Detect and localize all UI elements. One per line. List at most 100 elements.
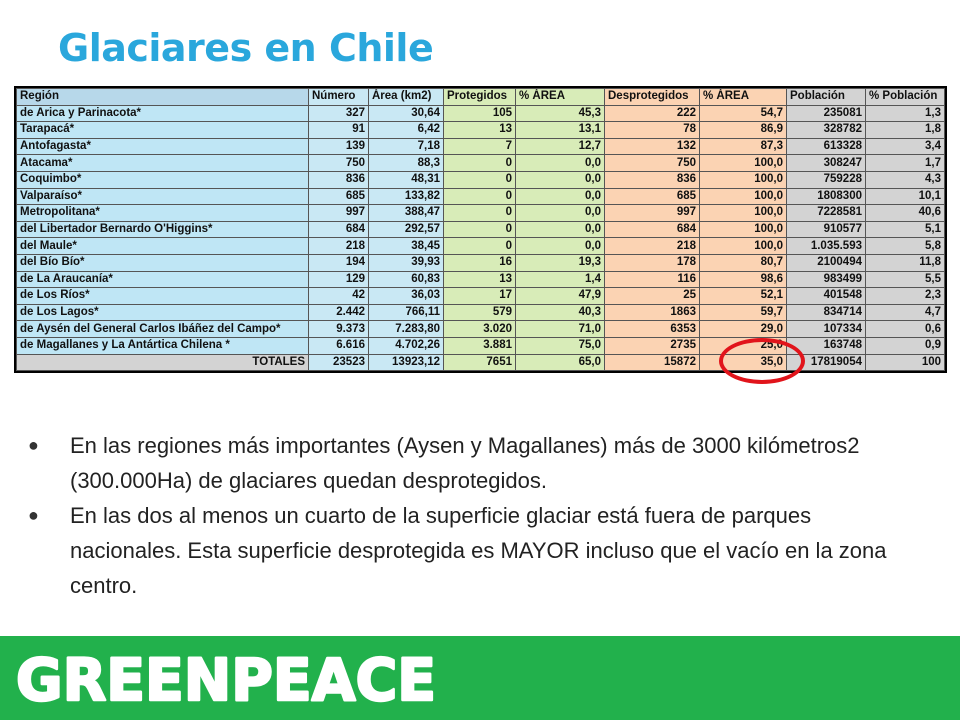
- cell-population: 1.035.593: [786, 237, 866, 255]
- cell-number: 685: [308, 187, 369, 206]
- cell-unprotected-pct: 87,3: [699, 137, 787, 156]
- table-row: Metropolitana* 997 388,47 0 0,0 997 100,0 72285…: [16, 204, 945, 222]
- cell-population: 308247: [786, 154, 866, 172]
- cell-unprotected: 836: [604, 170, 700, 189]
- table-row: Coquimbo* 836 48,31 0 0,0 836 100,0 759228 4,3: [16, 170, 945, 189]
- cell-number: 750: [308, 154, 369, 172]
- table-row: del Maule* 218 38,45 0 0,0 218 100,0 1.035.593 5…: [16, 237, 945, 255]
- table-row: de Magallanes y La Antártica Chilena * 6.…: [16, 336, 945, 355]
- cell-unprotected: 218: [604, 237, 700, 255]
- cell-protected: 0: [443, 154, 516, 172]
- cell-population: 910577: [786, 220, 866, 239]
- slide-title: Glaciares en Chile: [58, 26, 434, 70]
- cell-area: 4.702,26: [368, 336, 444, 355]
- cell-protected: 0: [443, 237, 516, 255]
- cell-area: 88,3: [368, 154, 444, 172]
- cell-region: del Maule*: [16, 237, 309, 255]
- cell-number: 6.616: [308, 336, 369, 355]
- cell-unprotected: 25: [604, 287, 700, 305]
- cell-protected-pct: 75,0: [515, 336, 605, 355]
- cell-number: 139: [308, 137, 369, 156]
- cell-population: 328782: [786, 121, 866, 139]
- cell-region: de Los Lagos*: [16, 303, 309, 322]
- cell-unprotected-pct: 100,0: [699, 154, 787, 172]
- cell-unprotected-pct: 59,7: [699, 303, 787, 322]
- cell-unprotected: 78: [604, 121, 700, 139]
- header-protected: Protegidos: [443, 88, 516, 106]
- cell-protected-pct: 1,4: [515, 270, 605, 289]
- cell-population: 163748: [786, 336, 866, 355]
- cell-population-pct: 4,7: [865, 303, 945, 322]
- greenpeace-logo-text: GREENPEACE: [16, 646, 436, 714]
- cell-number: 42: [308, 287, 369, 305]
- glacier-table: Región Número Área (km2) Protegidos % ÁR…: [16, 88, 945, 372]
- cell-unprotected: 132: [604, 137, 700, 156]
- bullet-item: ● En las regiones más importantes (Aysen…: [28, 428, 928, 498]
- cell-region: del Libertador Bernardo O'Higgins*: [16, 220, 309, 239]
- cell-area: 292,57: [368, 220, 444, 239]
- cell-area: 30,64: [368, 104, 444, 123]
- cell-protected-pct: 0,0: [515, 237, 605, 255]
- cell-protected: 0: [443, 187, 516, 206]
- table-row: Valparaíso* 685 133,82 0 0,0 685 100,0 1808300 1…: [16, 187, 945, 206]
- cell-protected: 105: [443, 104, 516, 123]
- cell-area: 6,42: [368, 121, 444, 139]
- cell-protected: 0: [443, 204, 516, 222]
- cell-unprotected-pct: 100,0: [699, 220, 787, 239]
- cell-population-pct: 3,4: [865, 137, 945, 156]
- cell-region: Metropolitana*: [16, 204, 309, 222]
- cell-region: de Los Ríos*: [16, 287, 309, 305]
- cell-protected-pct: 0,0: [515, 220, 605, 239]
- table-row: Tarapacá* 91 6,42 13 13,1 78 86,9 328782 1,8: [16, 121, 945, 139]
- cell-unprotected: 1863: [604, 303, 700, 322]
- cell-population: 401548: [786, 287, 866, 305]
- cell-protected: 0: [443, 170, 516, 189]
- totals-label: TOTALES: [16, 353, 309, 372]
- cell-number: 218: [308, 237, 369, 255]
- totals-row: TOTALES 23523 13923,12 7651 65,0 15872 35,0 178…: [16, 353, 945, 372]
- cell-unprotected-pct: 54,7: [699, 104, 787, 123]
- cell-protected-pct: 12,7: [515, 137, 605, 156]
- cell-unprotected: 685: [604, 187, 700, 206]
- cell-protected-pct: 0,0: [515, 170, 605, 189]
- cell-area: 766,11: [368, 303, 444, 322]
- table-row: de Arica y Parinacota* 327 30,64 105 45,3 222…: [16, 104, 945, 123]
- cell-protected: 13: [443, 270, 516, 289]
- cell-area: 39,93: [368, 253, 444, 272]
- cell-area: 7.283,80: [368, 320, 444, 338]
- cell-unprotected-pct: 86,9: [699, 121, 787, 139]
- cell-region: Antofagasta*: [16, 137, 309, 156]
- cell-number: 684: [308, 220, 369, 239]
- cell-population-pct: 1,8: [865, 121, 945, 139]
- cell-unprotected: 684: [604, 220, 700, 239]
- total-population-pct: 100: [865, 353, 945, 372]
- cell-population-pct: 0,6: [865, 320, 945, 338]
- table-header-row: Región Número Área (km2) Protegidos % ÁR…: [16, 88, 945, 106]
- cell-population-pct: 1,3: [865, 104, 945, 123]
- cell-unprotected-pct: 100,0: [699, 237, 787, 255]
- cell-number: 2.442: [308, 303, 369, 322]
- cell-protected: 3.881: [443, 336, 516, 355]
- total-unprotected: 15872: [604, 353, 700, 372]
- table-row: de Los Lagos* 2.442 766,11 579 40,3 1863 59,7 8…: [16, 303, 945, 322]
- cell-population: 7228581: [786, 204, 866, 222]
- cell-number: 129: [308, 270, 369, 289]
- table-row: del Bío Bío* 194 39,93 16 19,3 178 80,7 2100494…: [16, 253, 945, 272]
- total-population: 17819054: [786, 353, 866, 372]
- cell-protected: 7: [443, 137, 516, 156]
- table-row: Atacama* 750 88,3 0 0,0 750 100,0 308247 1,7: [16, 154, 945, 172]
- cell-region: del Bío Bío*: [16, 253, 309, 272]
- bullet-dot-icon: ●: [28, 435, 39, 455]
- header-area: Área (km2): [368, 88, 444, 106]
- header-protected-pct: % ÁREA: [515, 88, 605, 106]
- cell-unprotected: 178: [604, 253, 700, 272]
- cell-protected: 3.020: [443, 320, 516, 338]
- cell-unprotected: 222: [604, 104, 700, 123]
- cell-population-pct: 5,8: [865, 237, 945, 255]
- cell-population-pct: 5,1: [865, 220, 945, 239]
- cell-unprotected: 6353: [604, 320, 700, 338]
- cell-population: 834714: [786, 303, 866, 322]
- glacier-table-container: Región Número Área (km2) Protegidos % ÁR…: [14, 86, 947, 374]
- header-number: Número: [308, 88, 369, 106]
- cell-number: 9.373: [308, 320, 369, 338]
